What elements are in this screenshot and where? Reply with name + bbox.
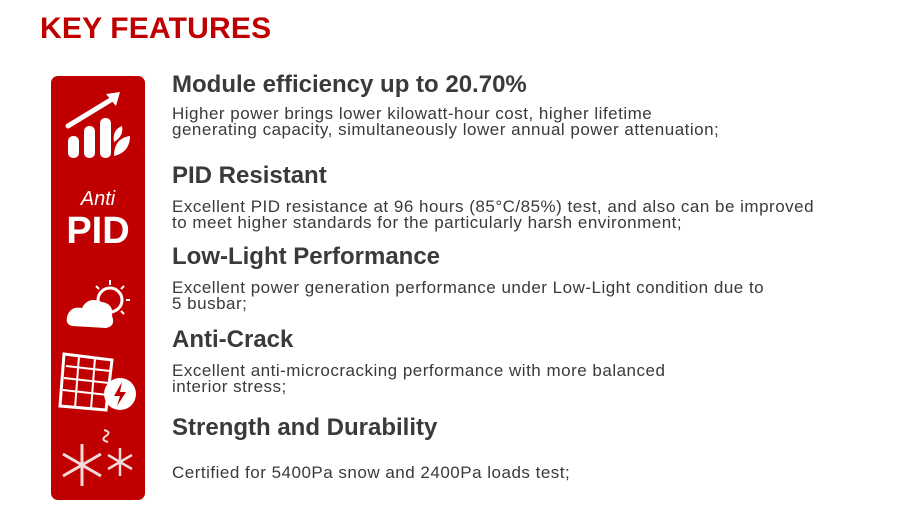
growth-chart-leaf-icon [51, 84, 145, 164]
feature-efficiency: Module efficiency up to 20.70% Higher po… [172, 71, 720, 139]
feature-low-light: Low-Light Performance Excellent power ge… [172, 243, 765, 313]
feature-strength: Strength and Durability Certified for 54… [172, 414, 570, 481]
feature-heading: Strength and Durability [172, 414, 438, 441]
feature-heading: Anti-Crack [172, 326, 294, 353]
feature-description: Excellent power generation performance u… [172, 278, 765, 313]
feature-description: Higher power brings lower kilowatt-hour … [172, 104, 720, 139]
feature-heading: Module efficiency up to 20.70% [172, 71, 527, 98]
snowflake-wind-icon [51, 420, 145, 496]
feature-description: Excellent PID resistance at 96 hours (85… [172, 197, 815, 232]
solar-panel-bolt-icon [51, 344, 145, 420]
anti-pid-icon: Anti PID [66, 188, 130, 252]
cloud-sun-icon [51, 266, 145, 346]
feature-description: Excellent anti-microcracking performance… [172, 361, 666, 396]
page-title: KEY FEATURES [40, 12, 272, 45]
feature-pid: PID Resistant Excellent PID resistance a… [172, 162, 815, 232]
feature-heading: PID Resistant [172, 162, 327, 189]
feature-anti-crack: Anti-Crack Excellent anti-microcracking … [172, 326, 666, 396]
feature-heading: Low-Light Performance [172, 243, 441, 270]
feature-icon-column: Anti PID [51, 76, 145, 500]
feature-description: Certified for 5400Pa snow and 2400Pa loa… [172, 463, 571, 482]
